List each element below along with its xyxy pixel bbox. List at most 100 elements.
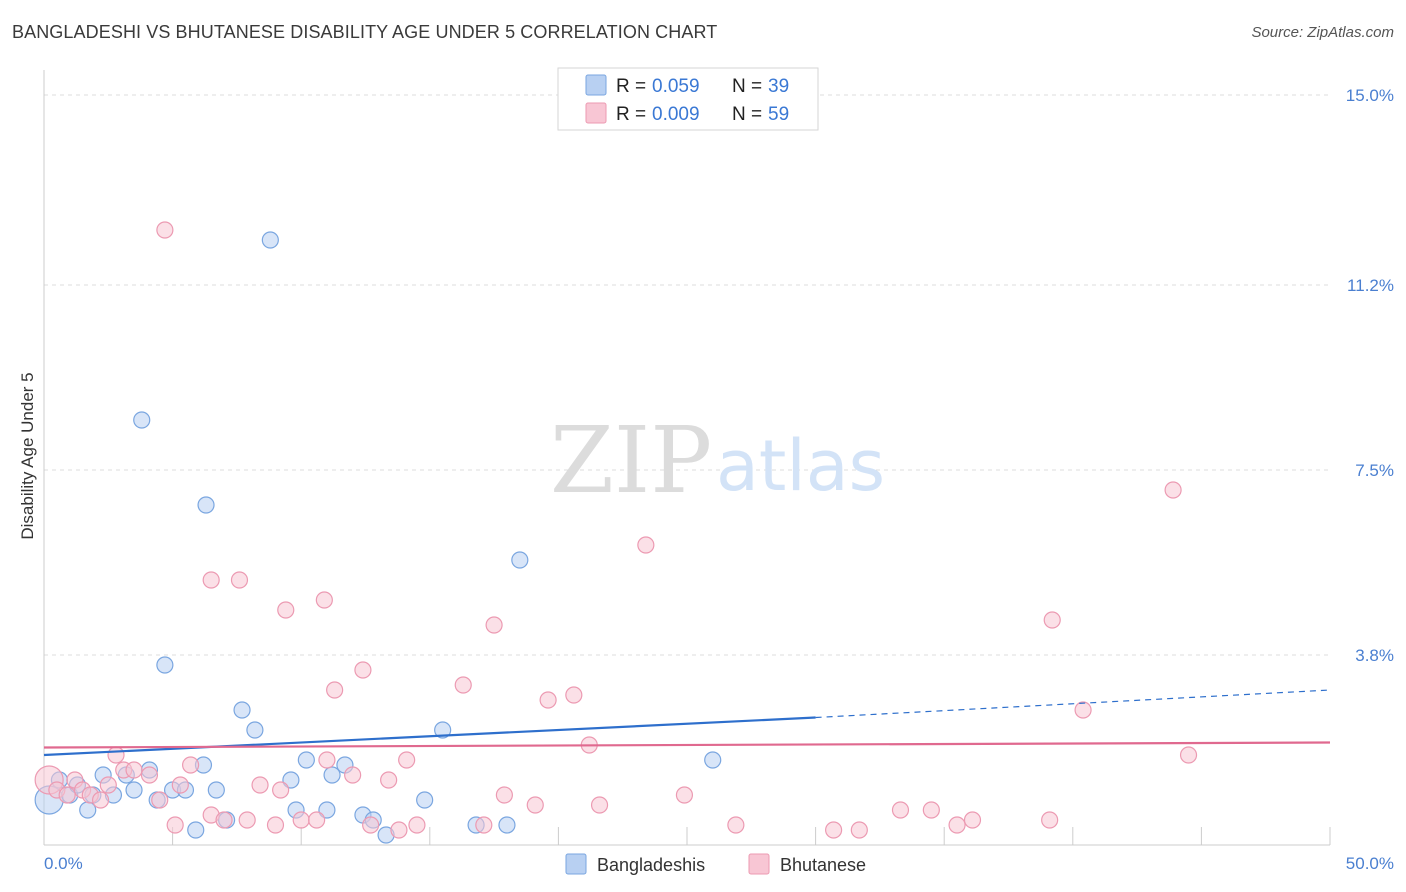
bhutanese-point — [354, 661, 372, 679]
bottom-legend: Bangladeshis Bhutanese — [565, 853, 866, 875]
y-tick-label: 7.5% — [1355, 461, 1394, 480]
legend-n-label-bangladeshis: N = — [732, 76, 762, 97]
source-label: Source: ZipAtlas.com — [1251, 24, 1394, 41]
bhutanese-point — [526, 796, 544, 814]
bhutanese-point — [344, 766, 362, 784]
bangladeshis-point — [207, 781, 225, 799]
bhutanese-point — [156, 221, 174, 239]
legend-swatch-bangladeshis — [585, 74, 607, 96]
bhutanese-point — [727, 816, 745, 834]
legend-r-value-bangladeshis: 0.059 — [652, 76, 700, 97]
bhutanese-point — [590, 796, 609, 814]
bhutanese-point — [166, 816, 184, 834]
bhutanese-point — [182, 756, 200, 774]
bhutanese-point — [454, 676, 472, 694]
legend-r-label-bhutanese: R = — [616, 104, 646, 125]
bottom-legend-bhutanese: Bhutanese — [780, 855, 866, 875]
bangladeshis-point — [233, 701, 251, 719]
bhutanese-points — [34, 221, 1198, 839]
bangladeshis-trend-line — [43, 716, 816, 757]
bhutanese-point — [315, 591, 333, 609]
bhutanese-point — [850, 821, 868, 839]
bottom-legend-bangladeshis: Bangladeshis — [597, 855, 705, 875]
legend-n-value-bangladeshis: 39 — [768, 76, 789, 97]
x-tick-min: 0.0% — [44, 854, 83, 873]
y-tick-label: 3.8% — [1355, 646, 1394, 665]
bhutanese-point — [1164, 481, 1182, 499]
chart-title: BANGLADESHI VS BHUTANESE DISABILITY AGE … — [12, 22, 718, 42]
bhutanese-point — [125, 761, 143, 779]
legend-r-value-bhutanese: 0.009 — [652, 104, 700, 125]
bhutanese-point — [215, 811, 233, 829]
legend-n-label-bhutanese: N = — [732, 104, 762, 125]
legend-r-label-bangladeshis: R = — [616, 76, 646, 97]
gridlines — [44, 94, 1330, 656]
bangladeshis-point — [434, 721, 452, 739]
bottom-legend-swatch-bangladeshis — [565, 853, 587, 875]
bangladeshis-point — [187, 821, 205, 839]
x-tick-max: 50.0% — [1346, 854, 1394, 873]
legend: R = 0.059 N = 39 R = 0.009 N = 59 — [557, 67, 819, 131]
bhutanese-point — [675, 786, 694, 804]
bangladeshis-point — [282, 771, 300, 789]
bhutanese-point — [171, 776, 189, 794]
bhutanese-point — [390, 821, 408, 839]
bangladeshis-point — [246, 721, 264, 739]
bangladeshis-point — [318, 801, 336, 819]
bhutanese-point — [380, 771, 398, 789]
bhutanese-point — [922, 801, 940, 819]
bhutanese-point — [238, 811, 256, 829]
bhutanese-point — [99, 776, 117, 794]
bhutanese-point — [251, 776, 269, 794]
bhutanese-point — [151, 791, 169, 809]
bhutanese-point — [398, 751, 416, 769]
bangladeshis-point — [156, 656, 174, 674]
bhutanese-point — [277, 601, 295, 619]
y-tick-label: 15.0% — [1346, 86, 1394, 105]
bhutanese-point — [326, 681, 344, 699]
bhutanese-point — [58, 786, 76, 804]
bhutanese-point — [475, 816, 493, 834]
bhutanese-point — [91, 791, 110, 809]
y-axis-title: Disability Age Under 5 — [18, 372, 37, 539]
bangladeshis-point — [511, 551, 529, 569]
bangladeshis-point — [704, 751, 722, 769]
legend-swatch-bhutanese — [585, 102, 607, 124]
bhutanese-point — [140, 766, 159, 784]
axes — [43, 70, 1331, 846]
bhutanese-point — [362, 816, 380, 834]
bhutanese-point — [1041, 811, 1059, 829]
bhutanese-point — [1179, 746, 1198, 764]
bhutanese-point — [495, 786, 513, 804]
bangladeshis-point — [133, 411, 151, 429]
bhutanese-point — [292, 811, 310, 829]
bhutanese-point — [107, 746, 125, 764]
bangladeshis-point — [498, 816, 516, 834]
bhutanese-point — [485, 616, 503, 634]
trend-lines — [43, 689, 1331, 757]
bhutanese-point — [1043, 611, 1061, 629]
bottom-legend-swatch-bhutanese — [748, 853, 770, 875]
bhutanese-point — [308, 811, 326, 829]
bangladeshis-point — [416, 791, 434, 809]
bhutanese-trend-line — [43, 741, 1331, 749]
bangladeshis-trend-extension — [815, 689, 1331, 719]
bhutanese-point — [318, 751, 336, 769]
y-tick-label: 11.2% — [1347, 276, 1394, 295]
bhutanese-point — [230, 571, 249, 589]
bangladeshis-point — [197, 496, 215, 514]
bhutanese-point — [825, 821, 843, 839]
watermark-zip: ZIP — [550, 407, 712, 514]
bhutanese-point — [963, 811, 982, 829]
bhutanese-point — [266, 816, 285, 834]
bangladeshis-point — [323, 766, 341, 784]
bhutanese-point — [1074, 701, 1092, 719]
bhutanese-point — [891, 801, 910, 819]
watermark-atlas: atlas — [716, 425, 885, 507]
bangladeshis-point — [261, 231, 279, 249]
bhutanese-point — [637, 536, 655, 554]
bhutanese-point — [948, 816, 966, 834]
bangladeshis-point — [297, 751, 315, 769]
bangladeshis-point — [125, 781, 143, 799]
